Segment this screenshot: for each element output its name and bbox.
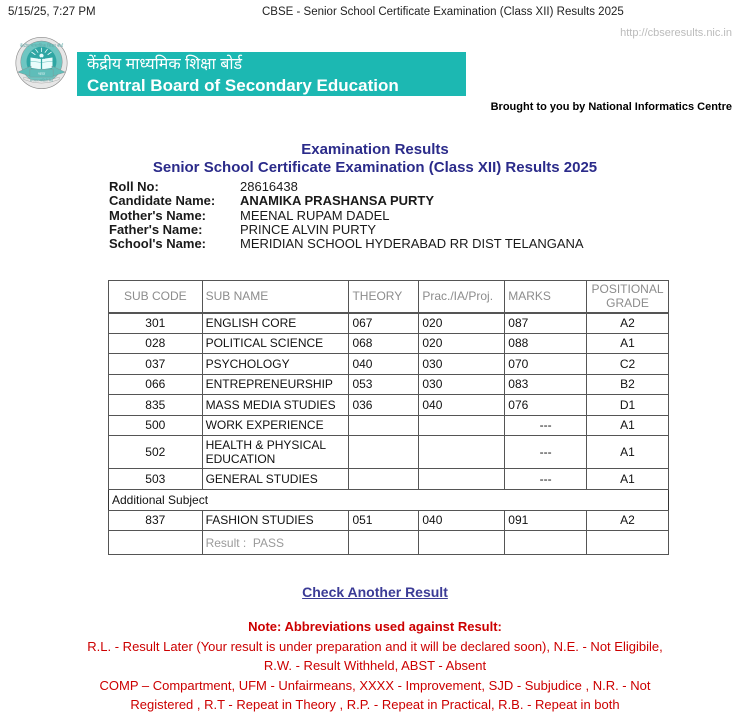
svg-text:भारत: भारत: [38, 72, 46, 76]
svg-text:केंद्रीय माध्यमिक शिक्षा बोर्ड: केंद्रीय माध्यमिक शिक्षा बोर्ड: [20, 43, 64, 48]
svg-text:सरकार माहिती केंद्र: सरकार माहिती केंद्र: [30, 78, 53, 83]
